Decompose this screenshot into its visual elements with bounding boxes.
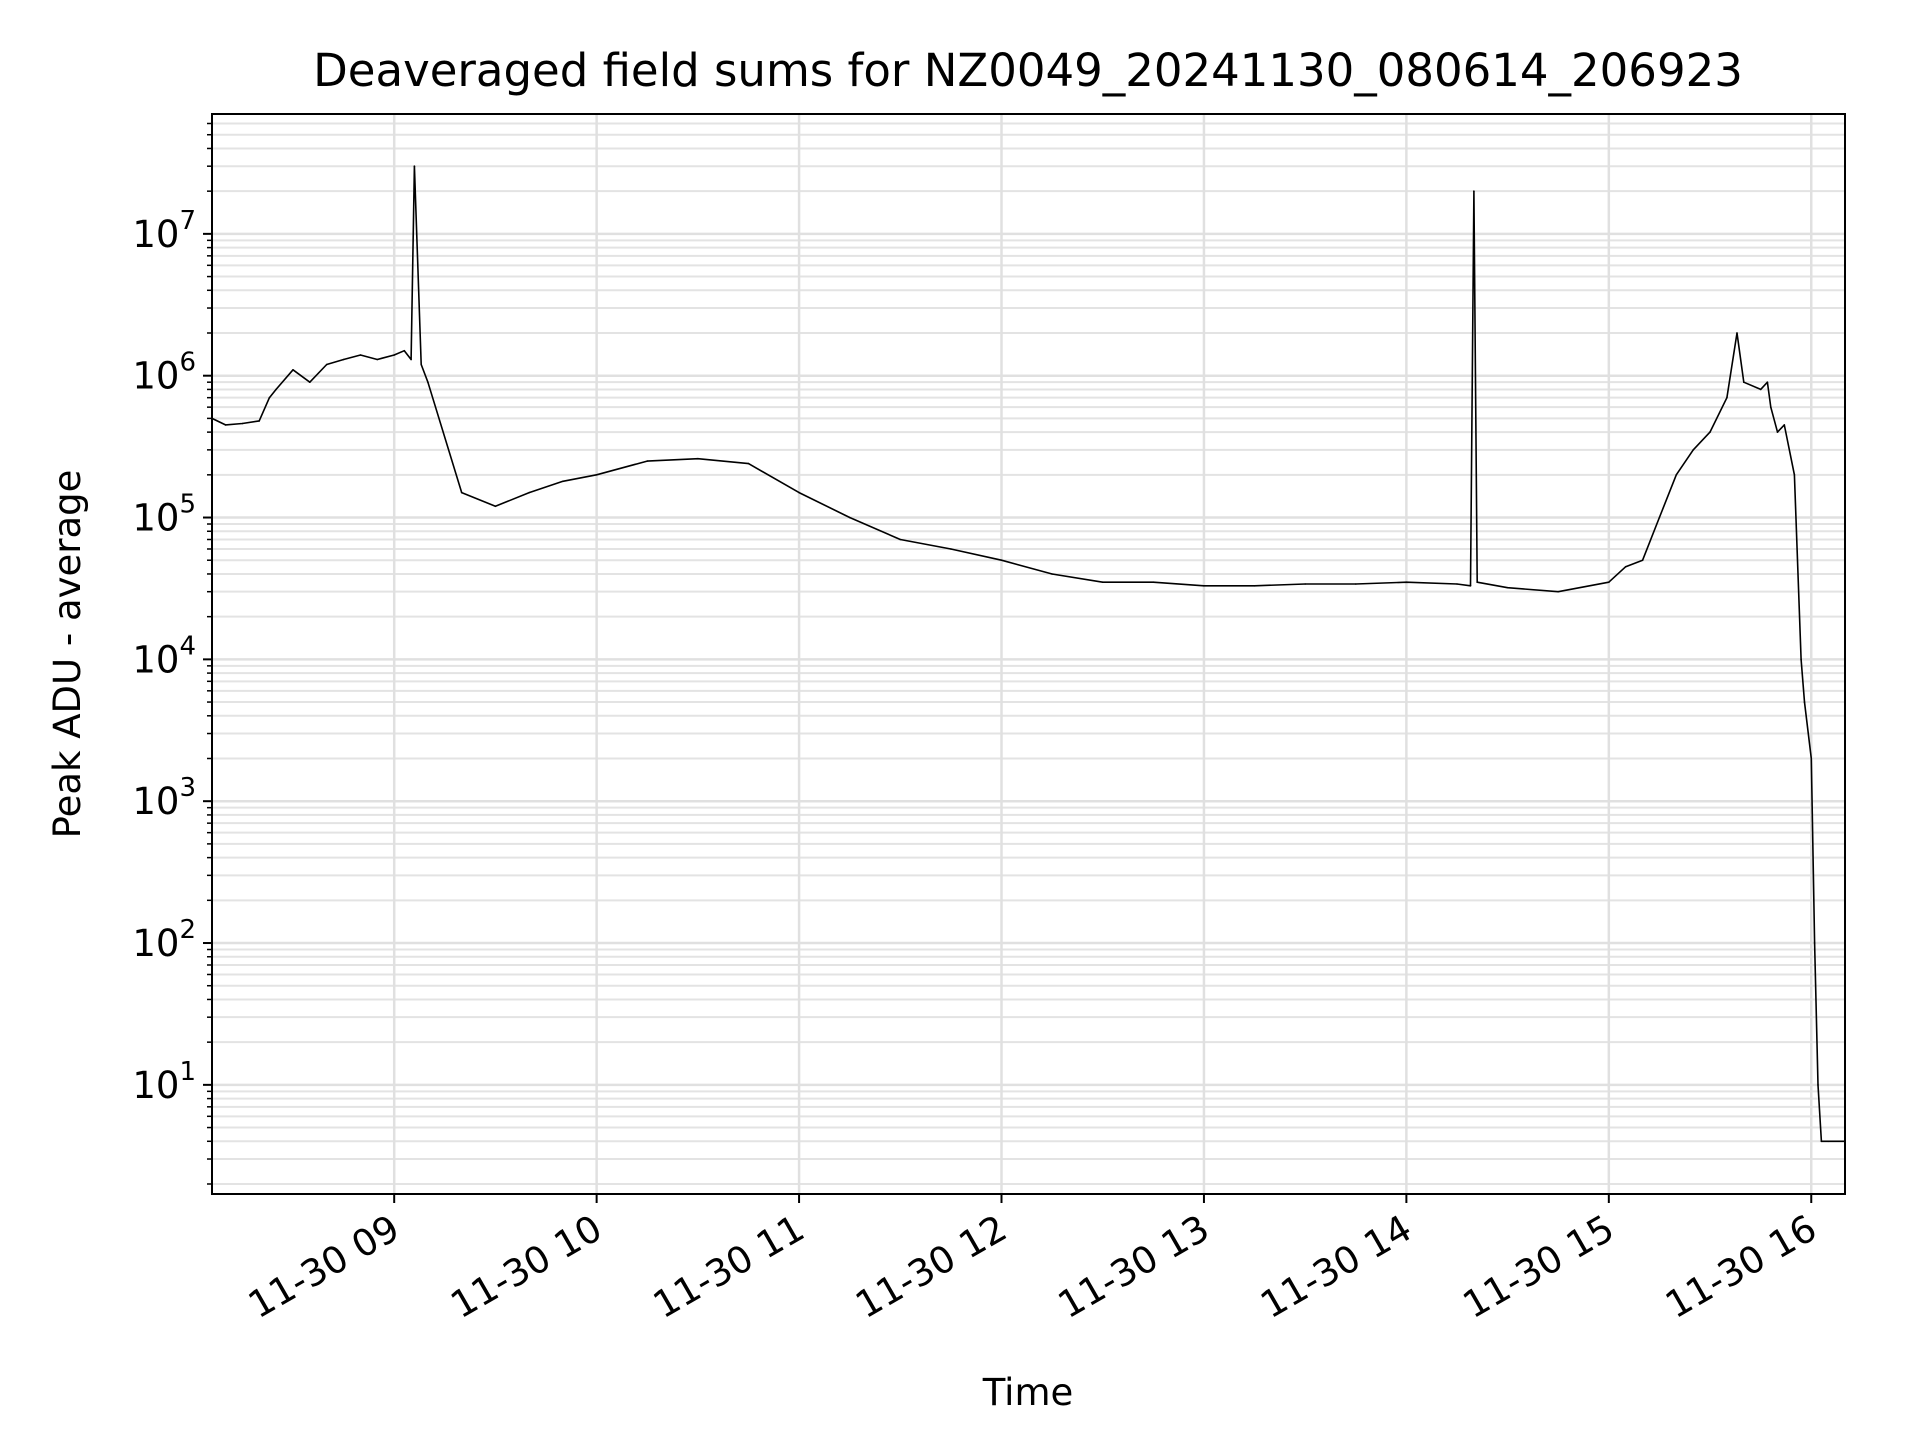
data-point: [1051, 573, 1053, 575]
data-point: [1827, 1140, 1829, 1143]
data-point: [1469, 585, 1472, 587]
data-point: [1766, 381, 1769, 384]
data-point: [1759, 388, 1762, 391]
data-point: [1506, 586, 1509, 589]
data-point: [1253, 585, 1256, 587]
y-tick-label: 106: [132, 348, 196, 398]
data-point: [1473, 190, 1475, 192]
data-point: [1783, 424, 1786, 426]
data-point: [848, 516, 851, 519]
data-point: [1675, 474, 1678, 476]
data-point: [1817, 1084, 1819, 1086]
data-point: [1476, 581, 1478, 583]
data-point: [1793, 474, 1796, 476]
data-point: [1743, 381, 1745, 384]
data-point: [1641, 559, 1644, 561]
y-tick-label: 107: [132, 206, 196, 256]
data-point: [1726, 396, 1728, 399]
data-point: [292, 369, 294, 371]
data-point: [1456, 583, 1458, 585]
data-point: [309, 381, 311, 384]
data-point: [1557, 590, 1559, 593]
data-point: [241, 422, 244, 425]
data-point: [1709, 431, 1711, 433]
grid: [212, 114, 1845, 1194]
data-point: [1608, 581, 1610, 583]
data-point: [1800, 658, 1802, 661]
series-layer: [211, 165, 1846, 1143]
data-point: [224, 424, 227, 426]
data-point: [595, 474, 598, 476]
data-point: [1692, 449, 1694, 451]
data-point: [528, 491, 530, 494]
data-point: [1658, 516, 1661, 519]
y-tick-label: 101: [132, 1057, 196, 1107]
y-tick-label: 103: [132, 773, 196, 823]
data-point: [275, 388, 277, 391]
data-point: [420, 363, 423, 366]
data-point: [1405, 581, 1408, 583]
data-point: [1000, 559, 1003, 561]
data-point: [1624, 565, 1627, 568]
data-point: [376, 358, 379, 361]
data-point: [697, 457, 699, 460]
data-point: [1101, 581, 1104, 583]
data-point: [1355, 583, 1357, 585]
data-point: [342, 358, 345, 361]
y-tick-label: 104: [132, 631, 196, 681]
data-point: [268, 396, 271, 399]
data-point: [798, 491, 800, 494]
data-point: [258, 420, 261, 422]
data-point: [562, 480, 564, 483]
chart-title: Deaveraged field sums for NZ0049_2024113…: [313, 44, 1743, 97]
data-point: [413, 165, 416, 167]
data-point: [950, 548, 952, 550]
data-point: [1820, 1140, 1823, 1143]
data-point: [646, 460, 648, 462]
y-tick-label: 105: [132, 490, 196, 540]
data-point: [1813, 942, 1816, 944]
data-point: [1776, 431, 1779, 433]
data-point: [899, 538, 902, 541]
data-point: [1152, 581, 1155, 583]
y-tick-label: 102: [132, 915, 196, 965]
plot-frame: [211, 113, 1846, 1195]
data-point: [359, 354, 362, 356]
data-point: [460, 491, 463, 494]
data-point: [1203, 585, 1205, 587]
data-point: [393, 354, 396, 356]
data-point: [427, 381, 429, 384]
data-point: [1736, 332, 1738, 334]
data-point: [1770, 406, 1772, 409]
data-point: [1304, 583, 1306, 585]
data-point: [410, 358, 412, 361]
y-axis-label: Peak ADU - average: [46, 470, 89, 839]
data-point: [1803, 701, 1806, 703]
data-point: [325, 363, 328, 366]
data-point: [1810, 757, 1813, 760]
data-point: [747, 462, 750, 465]
data-point: [403, 349, 406, 352]
x-axis-label: Time: [982, 1371, 1074, 1414]
data-point: [494, 505, 497, 508]
